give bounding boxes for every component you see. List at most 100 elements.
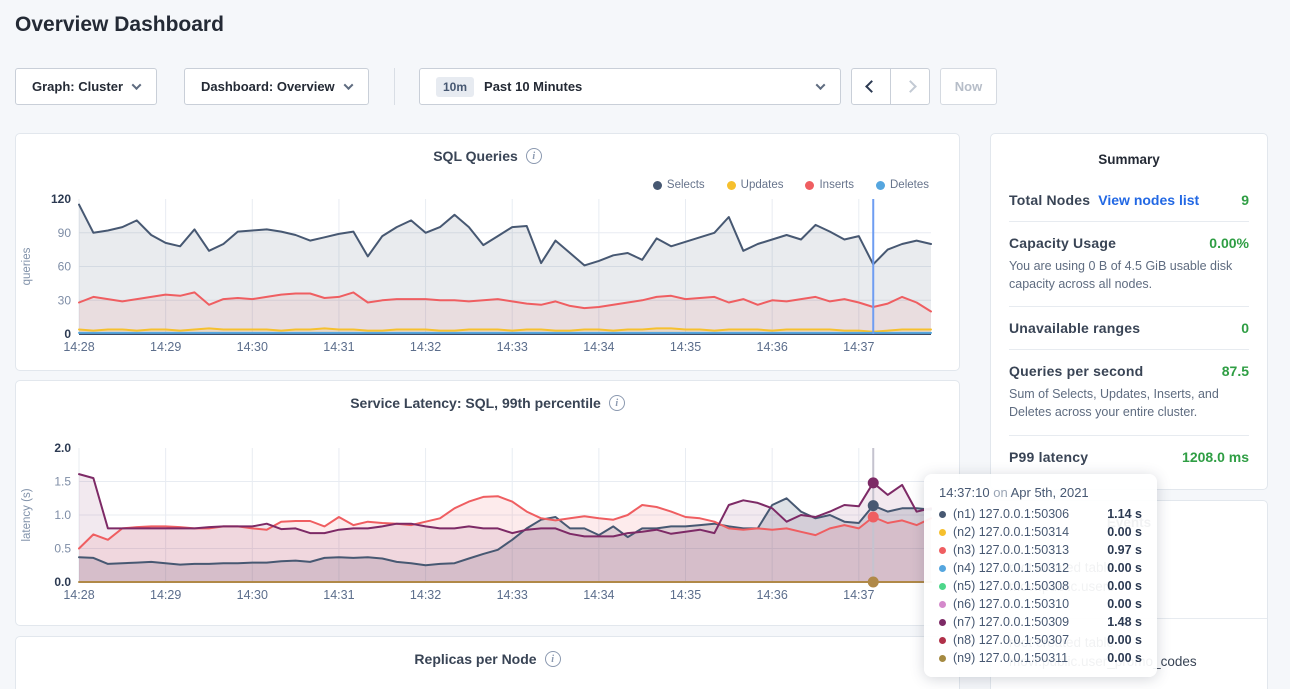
tooltip-node-label: (n1) 127.0.0.1:50306 [953, 507, 1069, 521]
summary-row-description: You are using 0 B of 4.5 GiB usable disk… [1009, 257, 1249, 293]
view-nodes-list-link[interactable]: View nodes list [1098, 192, 1199, 208]
tooltip-node-value: 0.00 s [1107, 651, 1142, 665]
sql-queries-card: SQL Queries SelectsUpdatesInsertsDeletes… [15, 133, 960, 371]
page-title: Overview Dashboard [15, 13, 224, 37]
summary-row: Unavailable ranges 0 [1009, 307, 1249, 350]
svg-text:1.5: 1.5 [54, 475, 71, 489]
node-color-dot-icon [939, 547, 946, 554]
chevron-left-icon [865, 80, 878, 93]
svg-text:14:37: 14:37 [843, 340, 874, 354]
tooltip-node-label: (n5) 127.0.0.1:50308 [953, 579, 1069, 593]
summary-row: Queries per second87.5Sum of Selects, Up… [1009, 350, 1249, 435]
summary-row-head: P99 latency 1208.0 ms [1009, 449, 1249, 465]
svg-text:120: 120 [51, 192, 71, 206]
info-icon[interactable] [609, 395, 625, 411]
chevron-right-icon [904, 80, 917, 93]
tooltip-timestamp: 14:37:10 on Apr 5th, 2021 [939, 485, 1142, 500]
svg-text:14:34: 14:34 [583, 588, 614, 602]
tooltip-node-label: (n3) 127.0.0.1:50313 [953, 543, 1069, 557]
summary-row-value: 9 [1241, 192, 1249, 208]
svg-text:14:29: 14:29 [150, 340, 181, 354]
svg-text:14:33: 14:33 [497, 340, 528, 354]
svg-text:14:28: 14:28 [63, 588, 94, 602]
svg-text:14:32: 14:32 [410, 340, 441, 354]
svg-text:2.0: 2.0 [54, 441, 71, 455]
tooltip-node-label: (n7) 127.0.0.1:50309 [953, 615, 1069, 629]
summary-row-label: P99 latency [1009, 449, 1088, 465]
chevron-down-icon [132, 80, 142, 90]
tooltip-node-row: (n5) 127.0.0.1:503080.00 s [939, 577, 1142, 595]
summary-row-value: 0 [1241, 320, 1249, 336]
tooltip-node-row: (n4) 127.0.0.1:503120.00 s [939, 559, 1142, 577]
tooltip-node-row: (n2) 127.0.0.1:50314 0.00 s [939, 523, 1142, 541]
summary-row-label: Total Nodes [1009, 192, 1090, 208]
replicas-per-node-card: Replicas per Node [15, 636, 960, 689]
summary-row-value: 1208.0 ms [1182, 449, 1249, 465]
svg-text:14:36: 14:36 [757, 340, 788, 354]
tooltip-node-row: (n9) 127.0.0.1:50311 0.00 s [939, 649, 1142, 667]
summary-row-head: Total Nodes View nodes list 9 [1009, 192, 1249, 208]
sql-queries-title: SQL Queries [433, 148, 518, 164]
tooltip-node-row: (n8) 127.0.0.1:50307 0.00 s [939, 631, 1142, 649]
summary-row-label: Unavailable ranges [1009, 320, 1140, 336]
svg-text:60: 60 [58, 260, 72, 274]
node-color-dot-icon [939, 637, 946, 644]
svg-text:14:32: 14:32 [410, 588, 441, 602]
summary-row-head: Capacity Usage0.00% [1009, 235, 1249, 251]
svg-text:0: 0 [64, 327, 71, 341]
summary-row: Capacity Usage0.00% You are using 0 B of … [1009, 222, 1249, 307]
replicas-per-node-title: Replicas per Node [414, 651, 536, 667]
svg-text:0.5: 0.5 [54, 542, 71, 556]
tooltip-node-label: (n8) 127.0.0.1:50307 [953, 633, 1069, 647]
svg-text:90: 90 [58, 226, 72, 240]
divider [394, 68, 395, 105]
svg-text:14:29: 14:29 [150, 588, 181, 602]
now-button[interactable]: Now [940, 68, 997, 105]
summary-row-head: Queries per second 87.5 [1009, 363, 1249, 379]
summary-row-label: Queries per second [1009, 363, 1143, 379]
node-color-dot-icon [939, 583, 946, 590]
tooltip-node-value: 0.00 s [1107, 597, 1142, 611]
graph-dropdown-label: Graph: Cluster [32, 79, 123, 94]
node-color-dot-icon [939, 619, 946, 626]
time-range-picker[interactable]: 10m Past 10 Minutes [419, 68, 841, 105]
graph-dropdown[interactable]: Graph: Cluster [15, 68, 157, 105]
time-next-button[interactable] [890, 68, 930, 105]
service-latency-title: Service Latency: SQL, 99th percentile [350, 395, 601, 411]
svg-text:14:34: 14:34 [583, 340, 614, 354]
time-range-badge: 10m [436, 77, 474, 97]
tooltip-node-row: (n3) 127.0.0.1:50313 0.97 s [939, 541, 1142, 559]
info-icon[interactable] [545, 651, 561, 667]
svg-text:14:30: 14:30 [237, 340, 268, 354]
svg-text:14:35: 14:35 [670, 340, 701, 354]
info-icon[interactable] [526, 148, 542, 164]
svg-text:14:28: 14:28 [63, 340, 94, 354]
summary-row-value: 87.5 [1222, 363, 1249, 379]
svg-text:14:30: 14:30 [237, 588, 268, 602]
tooltip-node-value: 0.00 s [1107, 561, 1142, 575]
node-color-dot-icon [939, 601, 946, 608]
svg-text:14:36: 14:36 [757, 588, 788, 602]
summary-row-value: 0.00% [1209, 235, 1249, 251]
tooltip-node-value: 0.00 s [1107, 525, 1142, 539]
svg-text:queries: queries [21, 247, 33, 285]
svg-text:30: 30 [58, 293, 72, 307]
svg-text:14:35: 14:35 [670, 588, 701, 602]
tooltip-node-row: (n6) 127.0.0.1:50310 0.00 s [939, 595, 1142, 613]
sql-queries-chart[interactable]: 14:28 14:29 14:30 14:31 14:32 14:33 14:34 14:35… [16, 178, 959, 358]
node-color-dot-icon [939, 565, 946, 572]
service-latency-chart[interactable]: 14:2814:2914:3014:3114:3214:3314:3414:35… [16, 436, 959, 606]
tooltip-node-label: (n2) 127.0.0.1:50314 [953, 525, 1069, 539]
dashboard-dropdown[interactable]: Dashboard: Overview [184, 68, 369, 105]
svg-text:14:31: 14:31 [323, 340, 354, 354]
svg-text:14:33: 14:33 [497, 588, 528, 602]
node-color-dot-icon [939, 655, 946, 662]
tooltip-node-label: (n9) 127.0.0.1:50311 [953, 651, 1068, 665]
tooltip-node-label: (n6) 127.0.0.1:50310 [953, 597, 1069, 611]
time-prev-button[interactable] [851, 68, 891, 105]
tooltip-node-value: 0.97 s [1107, 543, 1142, 557]
svg-text:1.0: 1.0 [54, 508, 71, 522]
tooltip-node-value: 1.48 s [1107, 615, 1142, 629]
tooltip-node-value: 0.00 s [1107, 633, 1142, 647]
node-color-dot-icon [939, 511, 946, 518]
